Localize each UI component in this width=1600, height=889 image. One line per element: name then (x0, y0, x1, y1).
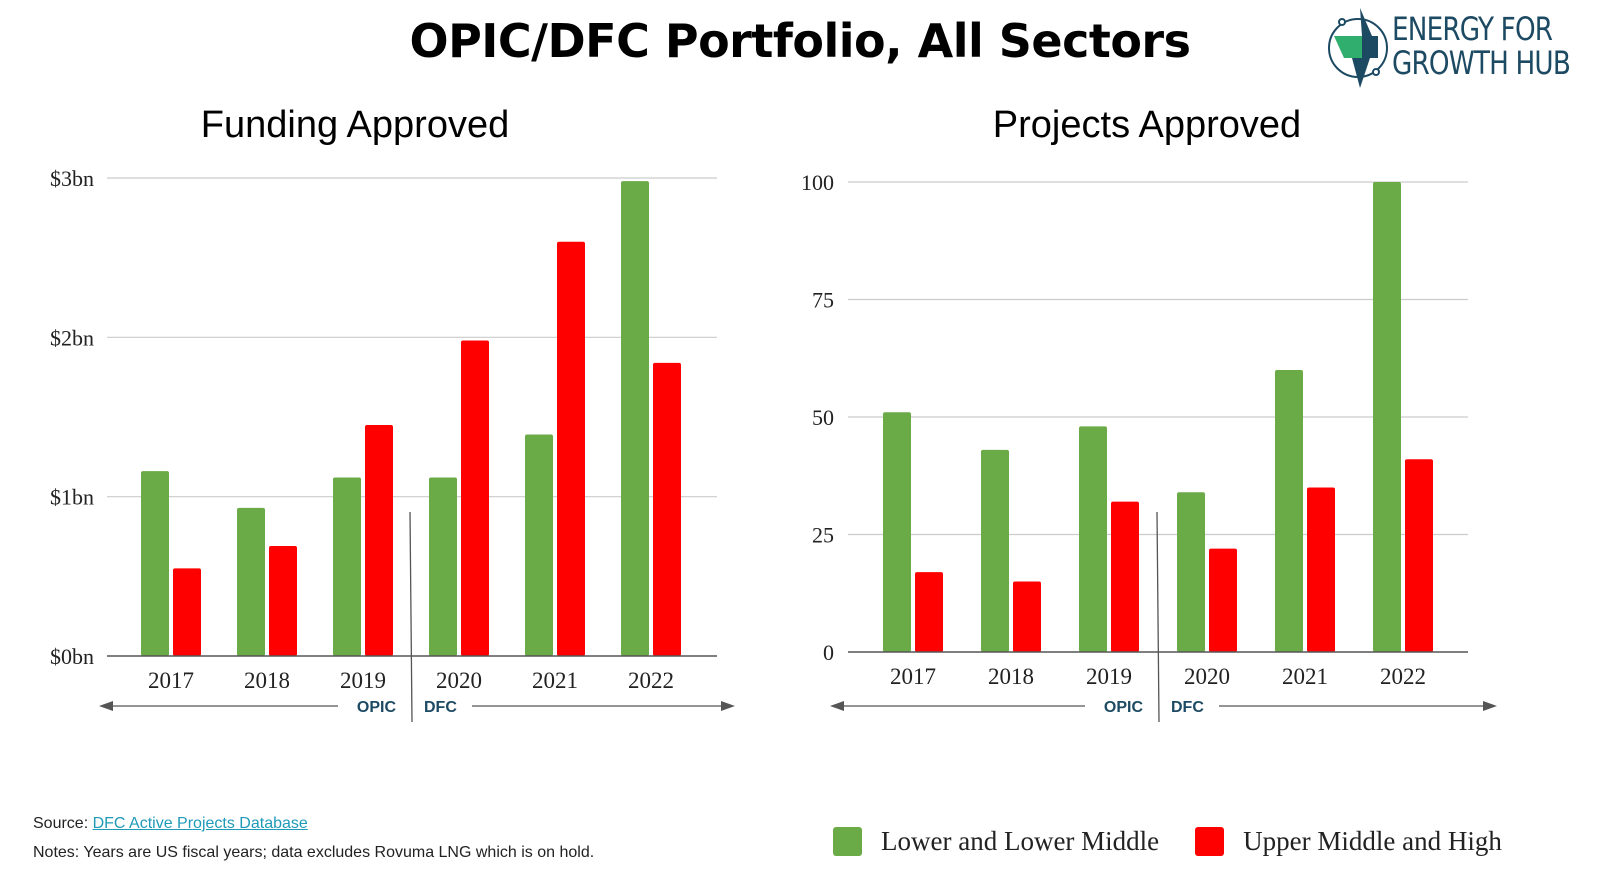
logo-line-2: GROWTH HUB (1392, 44, 1571, 82)
bar-upper (1013, 581, 1041, 652)
legend: Lower and Lower Middle Upper Middle and … (833, 824, 1538, 858)
y-tick-label: 75 (812, 288, 834, 313)
bar-upper (915, 572, 943, 652)
legend-swatch-lower (833, 826, 862, 856)
y-tick-label: $3bn (50, 166, 94, 191)
legend-swatch-upper (1195, 826, 1225, 856)
x-tick-label: 2020 (1184, 664, 1230, 689)
left-arrowhead-icon (830, 701, 844, 711)
logo-line-1: ENERGY FOR (1392, 10, 1553, 48)
y-tick-label: $1bn (50, 485, 94, 510)
x-tick-label: 2017 (890, 664, 936, 689)
source-note: Source: DFC Active Projects Database (33, 815, 308, 833)
bar-lower (621, 181, 649, 657)
logo-wordmark: ENERGY FOR GROWTH HUB (1392, 10, 1571, 82)
right-arrowhead-icon (1483, 701, 1497, 711)
source-link[interactable]: DFC Active Projects Database (92, 815, 308, 832)
legend-label-upper: Upper Middle and High (1243, 825, 1502, 856)
right-arrowhead-icon (721, 701, 735, 711)
y-tick-label: 25 (812, 523, 834, 548)
era-divider-line (409, 511, 413, 723)
page-title: OPIC/DFC Portfolio, All Sectors (409, 14, 1191, 68)
chart-title: Projects Approved (993, 104, 1301, 146)
bar-upper (461, 340, 489, 656)
bar-upper (1307, 487, 1335, 652)
bar-lower (237, 507, 265, 656)
dfc-era-label: DFC (424, 699, 457, 716)
opic-era-label: OPIC (357, 699, 397, 716)
bar-upper (1405, 459, 1433, 652)
funding-approved-chart: Funding Approved $0bn $1bn $2bn $3bn 2017 2018… (50, 104, 735, 723)
legend-item-lower: Lower and Lower Middle (833, 826, 1159, 857)
bar-upper (557, 241, 585, 656)
bar-upper (1111, 501, 1139, 652)
y-tick-label: 100 (801, 170, 834, 195)
x-tick-label: 2018 (988, 664, 1034, 689)
bar-lower (981, 449, 1009, 652)
bar-lower (333, 477, 361, 656)
x-tick-label: 2022 (1380, 664, 1426, 689)
y-tick-label: 50 (812, 405, 834, 430)
chart-title: Funding Approved (201, 104, 509, 146)
source-prefix: Source: (33, 815, 93, 832)
bar-upper (269, 546, 297, 656)
projects-approved-chart: Projects Approved 0 25 50 75 100 2017 2018 2019 2… (801, 104, 1497, 723)
y-tick-label: $0bn (50, 644, 94, 669)
x-tick-label: 2019 (1086, 664, 1132, 689)
x-tick-label: 2020 (436, 668, 482, 693)
bar-upper (1209, 548, 1237, 652)
bar-lower (1373, 182, 1401, 652)
legend-item-upper: Upper Middle and High (1195, 826, 1502, 857)
bar-lower (429, 477, 457, 656)
notes-text: Notes: Years are US fiscal years; data e… (33, 844, 595, 861)
bar-lower (141, 471, 169, 656)
x-tick-label: 2021 (1282, 664, 1328, 689)
y-tick-label: $2bn (50, 325, 94, 350)
x-tick-label: 2018 (244, 668, 290, 693)
bar-lower (525, 434, 553, 656)
brand-logo: ENERGY FOR GROWTH HUB (1322, 6, 1594, 90)
legend-label-lower: Lower and Lower Middle (881, 825, 1160, 856)
bar-upper (173, 568, 201, 656)
bar-lower (883, 412, 911, 652)
opic-era-label: OPIC (1104, 699, 1144, 716)
bar-lower (1079, 426, 1107, 652)
x-tick-label: 2021 (532, 668, 578, 693)
left-arrowhead-icon (99, 701, 113, 711)
bar-lower (1275, 370, 1303, 652)
energy-hub-logo-icon (1328, 8, 1388, 88)
bar-upper (365, 424, 393, 656)
era-divider-line (1156, 511, 1160, 723)
y-tick-label: 0 (823, 640, 834, 665)
bar-upper (653, 362, 681, 656)
bar-lower (1177, 492, 1205, 652)
x-tick-label: 2017 (148, 668, 194, 693)
x-tick-label: 2019 (340, 668, 386, 693)
dfc-era-label: DFC (1171, 699, 1204, 716)
x-tick-label: 2022 (628, 668, 674, 693)
